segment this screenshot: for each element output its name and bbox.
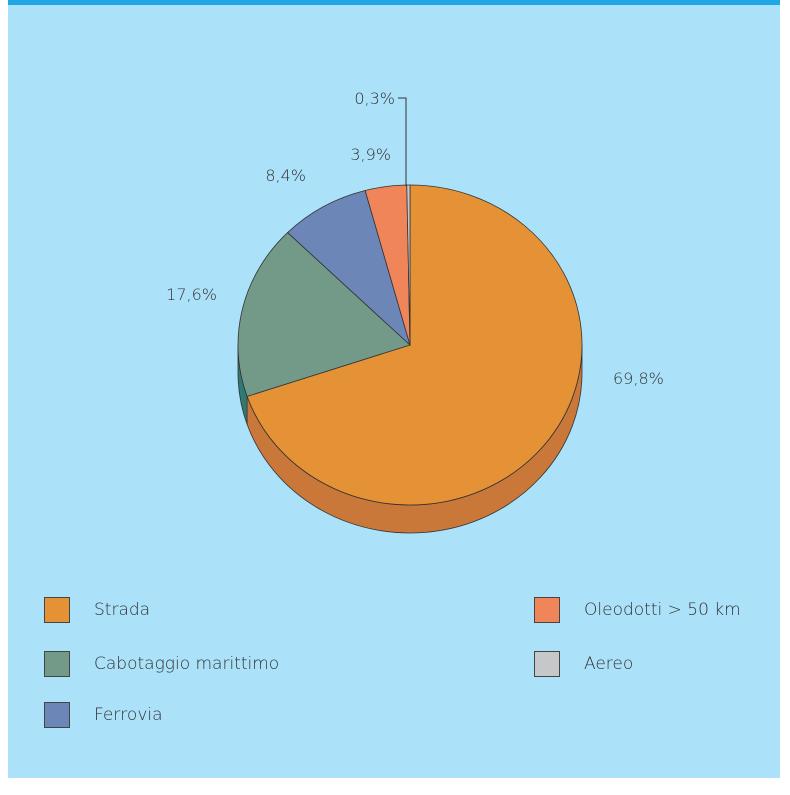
- legend-item-aereo: Aereo: [534, 651, 633, 677]
- legend-item-cabotaggio: Cabotaggio marittimo: [44, 651, 279, 677]
- pie-label-aereo: 0,3%: [354, 89, 395, 108]
- pie-slice-cabotaggio-marittimo: [237, 232, 411, 397]
- pie-label-cabotaggio-marittimo: 17,6%: [166, 285, 217, 304]
- legend-swatch-aereo: [534, 651, 560, 677]
- pie-label-ferrovia: 8,4%: [265, 166, 306, 185]
- pie-slice-aereo: [406, 184, 411, 346]
- pie-top-group: [237, 184, 583, 506]
- pie-slice-strada: [246, 184, 583, 506]
- legend-swatch-strada: [44, 597, 70, 623]
- legend-item-oleodotti: Oleodotti > 50 km: [534, 597, 741, 623]
- pie-label-strada: 69,8%: [613, 369, 664, 388]
- legend-swatch-cabotaggio: [44, 651, 70, 677]
- legend-label-cabotaggio: Cabotaggio marittimo: [94, 654, 280, 674]
- legend-item-ferrovia: Ferrovia: [44, 702, 163, 728]
- legend-label-oleodotti: Oleodotti > 50 km: [584, 600, 741, 620]
- pie-label-oleodotti-50-km: 3,9%: [350, 145, 391, 164]
- top-rule: [8, 0, 780, 5]
- legend-label-strada: Strada: [94, 600, 151, 620]
- legend-label-ferrovia: Ferrovia: [94, 705, 163, 725]
- legend-swatch-ferrovia: [44, 702, 70, 728]
- pie-slice-ferrovia: [287, 190, 411, 347]
- pie-leader-line-aereo: [398, 97, 407, 186]
- legend-swatch-oleodotti: [534, 597, 560, 623]
- legend-label-aereo: Aereo: [584, 654, 634, 674]
- pie-labels-group: 69,8% 17,6% 8,4% 3,9% 0,3%: [166, 89, 664, 388]
- legend-item-strada: Strada: [44, 597, 150, 623]
